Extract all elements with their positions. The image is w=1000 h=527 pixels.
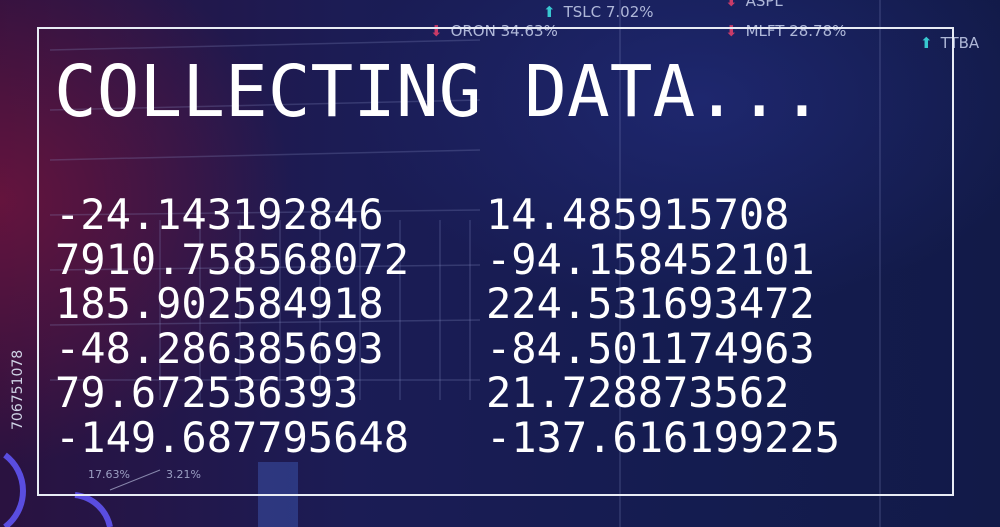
ticker-aspl: ⬇ ASPL	[725, 0, 783, 10]
ticker-symbol: ASPL	[745, 0, 783, 10]
number-value: -94.158452101	[486, 234, 815, 284]
number-value: -137.616199225	[486, 412, 841, 462]
ticker-tslc: ⬆ TSLC 7.02%	[543, 3, 654, 21]
chart-label: 3.21%	[166, 468, 201, 481]
number-value: 7910.758568072	[55, 234, 410, 284]
number-value: -48.286385693	[55, 323, 384, 373]
arrow-up-icon: ⬆	[920, 34, 933, 52]
number-value: -149.687795648	[55, 412, 410, 462]
page-title: COLLECTING DATA...	[54, 50, 824, 133]
ticker-symbol: TSLC	[563, 3, 602, 21]
number-value: -24.143192846	[55, 190, 384, 239]
ticker-change: 28.78%	[789, 22, 847, 40]
numbers-column-left: -24.143192846 7910.758568072 185.9025849…	[55, 190, 410, 462]
number-value: 79.672536393	[55, 368, 359, 418]
ticker-oron: ⬇ ORON 34.63%	[430, 22, 558, 40]
number-value: 224.531693472	[486, 279, 815, 329]
ticker-ttba: ⬆ TTBA	[920, 34, 979, 52]
chart-label: 17.63%	[88, 468, 130, 481]
ticker-symbol: ORON	[450, 22, 496, 40]
ticker-symbol: TTBA	[940, 34, 980, 52]
ticker-change: 34.63%	[500, 22, 558, 40]
data-frame	[37, 27, 954, 496]
number-value: 21.728873562	[486, 368, 790, 418]
arrow-up-icon: ⬆	[543, 3, 556, 21]
arrow-down-icon: ⬇	[430, 22, 443, 40]
number-value: 185.902584918	[55, 279, 384, 329]
arrow-down-icon: ⬇	[725, 0, 738, 10]
ticker-change: 7.02%	[605, 3, 654, 21]
ticker-symbol: MLFT	[745, 22, 785, 40]
ticker-mlft: ⬇ MLFT 28.78%	[725, 22, 846, 40]
arrow-down-icon: ⬇	[725, 22, 738, 40]
number-value: -84.501174963	[486, 323, 815, 373]
number-value: 14.485915708	[486, 190, 790, 239]
watermark-id: 706751078	[10, 349, 26, 430]
numbers-column-right: 14.485915708 -94.158452101 224.531693472…	[486, 190, 841, 462]
